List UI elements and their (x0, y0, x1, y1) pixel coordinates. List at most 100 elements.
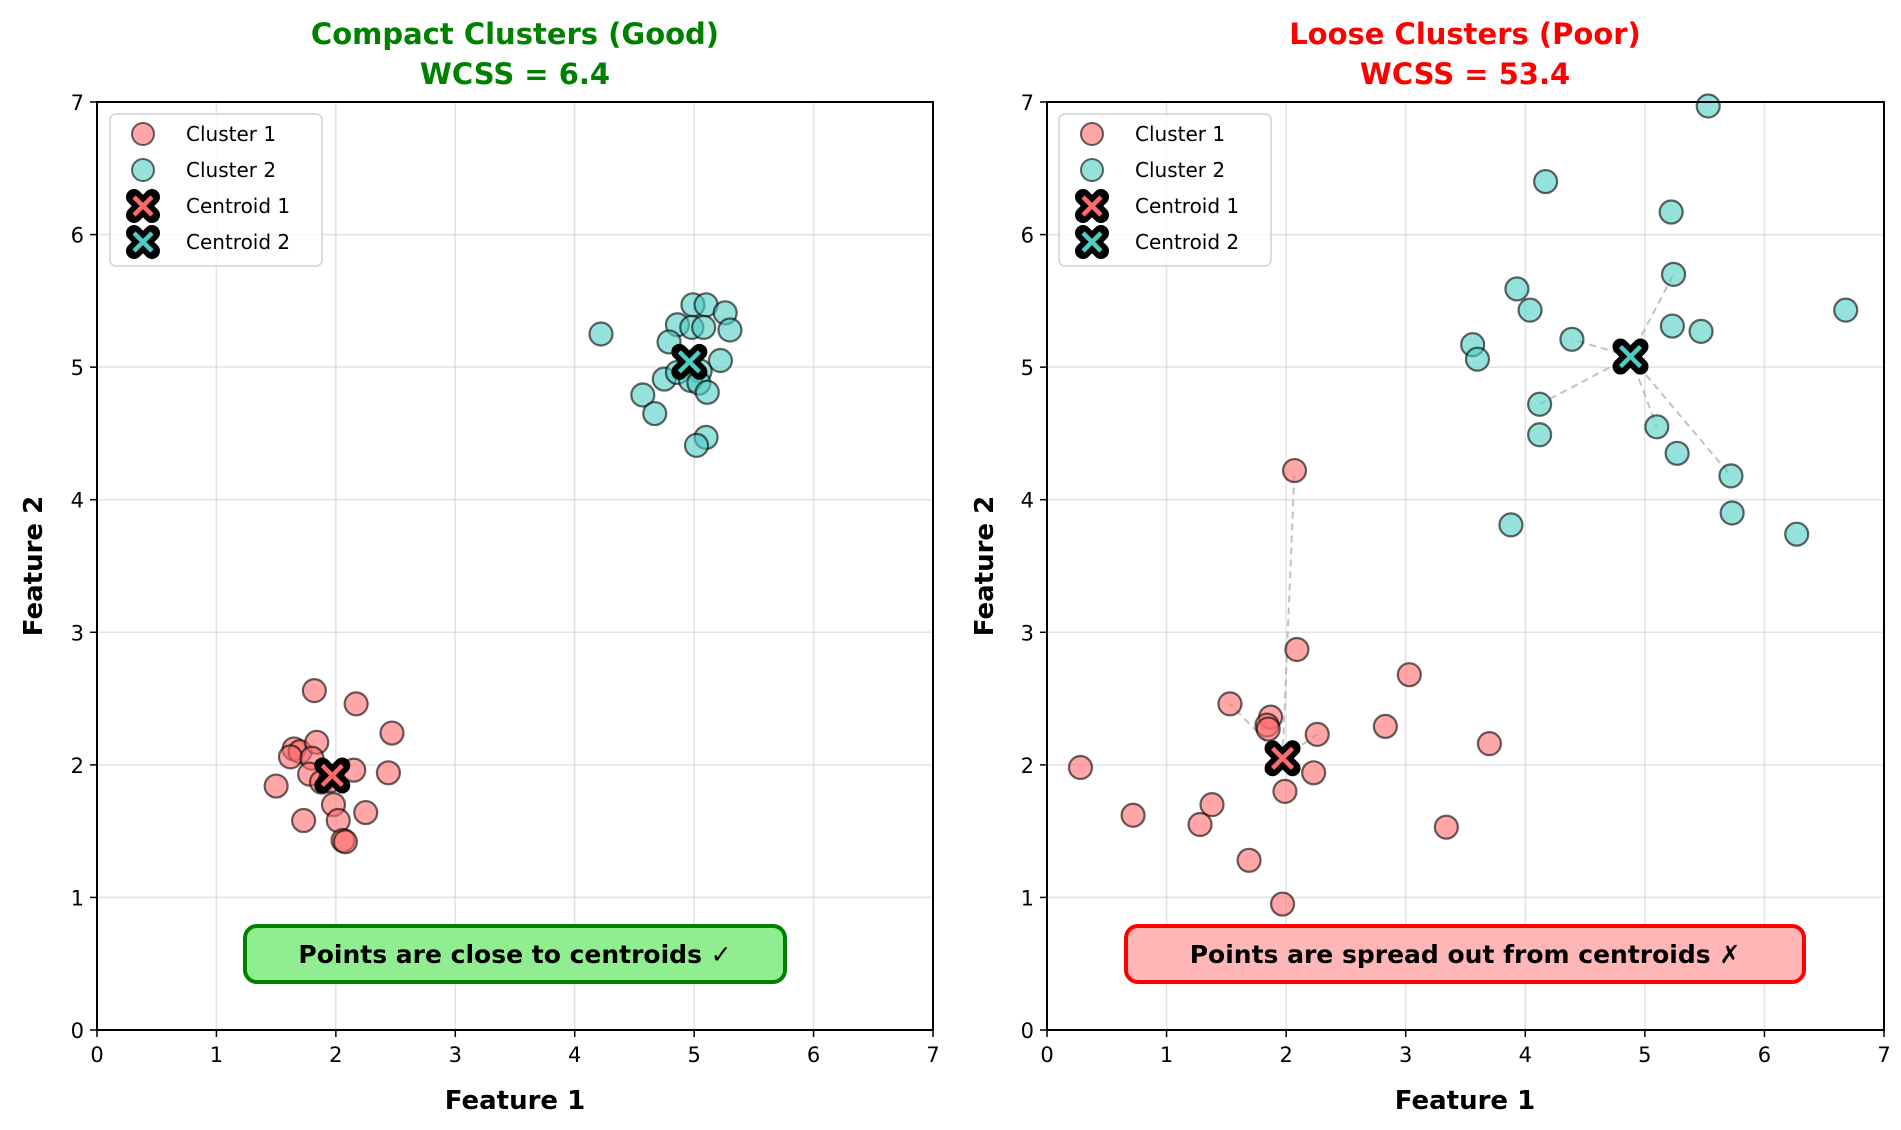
x-tick-label: 5 (1638, 1043, 1651, 1067)
data-point-cluster-2 (1833, 297, 1859, 323)
centroid-inner (1270, 746, 1295, 770)
legend-label-centroid-1: Centroid 1 (186, 194, 290, 218)
data-point-cluster-1 (379, 720, 405, 746)
data-point-cluster-2 (1664, 440, 1690, 466)
data-point-cluster-1 (1187, 811, 1213, 838)
centroid-1-icon (1264, 740, 1301, 777)
x-tick-label: 4 (568, 1043, 581, 1067)
data-point-cluster-2 (642, 400, 668, 427)
legend-box (1058, 113, 1272, 267)
data-point-cluster-2 (1527, 391, 1553, 417)
chart-title-line2: WCSS = 6.4 (420, 57, 610, 91)
y-axis-label: Feature 2 (19, 496, 49, 636)
data-point-cluster-1 (1255, 716, 1281, 742)
x-tick-label: 6 (807, 1043, 820, 1067)
legend-box (109, 113, 323, 267)
data-point-cluster-2 (1784, 521, 1810, 547)
y-tick-label: 6 (1021, 224, 1034, 248)
centroid-legend-icon (126, 225, 160, 259)
x-tick-label: 0 (90, 1043, 103, 1067)
data-point-cluster-1 (1396, 662, 1422, 688)
x-tick-label: 0 (1040, 1043, 1053, 1067)
y-tick-label: 7 (71, 91, 84, 115)
legend-marker-cluster-2 (131, 158, 155, 182)
legend-marker-centroid-1 (1075, 189, 1109, 223)
distance-line (1281, 470, 1296, 759)
x-tick-label: 4 (1519, 1043, 1532, 1067)
legend-label-cluster-1: Cluster 1 (1135, 122, 1225, 146)
data-point-cluster-2 (1464, 346, 1491, 372)
annotation-box: Points are spread out from centroids ✗ (1124, 924, 1806, 984)
legend-marker-cluster-1 (1080, 122, 1104, 146)
y-tick-label: 0 (1021, 1019, 1034, 1043)
data-point-cluster-1 (1272, 778, 1298, 804)
y-tick-label: 0 (71, 1019, 84, 1043)
centroid-inner (132, 195, 154, 217)
legend-marker-centroid-2 (126, 225, 160, 259)
data-point-cluster-1 (375, 760, 402, 786)
data-point-cluster-2 (1559, 326, 1585, 352)
x-tick-label: 1 (210, 1043, 223, 1067)
legend-label-centroid-1: Centroid 1 (1135, 194, 1239, 218)
chart-title-line1: Compact Clusters (Good) (311, 17, 719, 51)
data-point-cluster-2 (691, 314, 717, 340)
legend: Cluster 1 Cluster 2 Centroid 1 Centroid … (109, 113, 323, 267)
data-point-cluster-1 (343, 691, 369, 717)
centroid-legend-icon (1075, 225, 1109, 259)
x-tick-label: 2 (1279, 1043, 1292, 1067)
data-point-cluster-2 (1658, 199, 1684, 225)
data-point-cluster-1 (1284, 636, 1310, 663)
plot-frame (96, 101, 934, 1031)
data-point-cluster-2 (1517, 297, 1543, 323)
data-point-cluster-1 (301, 678, 327, 704)
data-point-cluster-2 (1718, 463, 1744, 489)
centroid-inner (677, 350, 701, 374)
axis-ticks: 0 1 2 3 4 5 6 7 0 1 2 3 4 5 6 7 (71, 91, 940, 1067)
data-point-cluster-1 (277, 744, 304, 770)
data-point-cluster-1 (1372, 713, 1398, 740)
legend-label-centroid-2: Centroid 2 (1135, 230, 1239, 254)
data-point-cluster-1 (263, 773, 289, 799)
centroid-legend-icon (1075, 189, 1109, 223)
x-tick-label: 7 (1877, 1043, 1890, 1067)
grid (96, 101, 934, 1031)
data-point-cluster-2 (707, 347, 734, 374)
legend-label-cluster-2: Cluster 2 (186, 158, 276, 182)
y-tick-label: 4 (71, 489, 84, 513)
scatter-points (1067, 93, 1859, 917)
centroids (1264, 338, 1649, 777)
centroid-inner (320, 763, 344, 788)
panel-loose-clusters: Loose Clusters (Poor) WCSS = 53.4 0 1 2 3 4 5… (970, 17, 1891, 1116)
chart-title-line2: WCSS = 53.4 (1360, 57, 1570, 91)
y-tick-label: 6 (71, 224, 84, 248)
legend-marker-cluster-1 (131, 122, 155, 146)
centroid-inner (1081, 195, 1103, 217)
legend-label-centroid-2: Centroid 2 (186, 230, 290, 254)
centroid-inner (1081, 231, 1103, 253)
legend-marker-centroid-1 (126, 189, 160, 223)
y-tick-label: 2 (1021, 754, 1034, 778)
data-point-cluster-2 (1504, 276, 1530, 302)
y-axis-label: Feature 2 (970, 496, 1000, 636)
legend-label-cluster-2: Cluster 2 (1135, 158, 1225, 182)
chart-title-line1: Loose Clusters (Poor) (1289, 17, 1641, 51)
x-tick-label: 7 (926, 1043, 939, 1067)
centroids (314, 343, 708, 794)
y-tick-label: 1 (71, 886, 84, 910)
annotation-box-background (1124, 924, 1806, 984)
annotation-text: Points are spread out from centroids ✗ (1190, 940, 1741, 969)
data-point-cluster-1 (1281, 457, 1308, 484)
centroid-inner (132, 231, 154, 253)
axis-ticks: 0 1 2 3 4 5 6 7 0 1 2 3 4 5 6 7 (1021, 91, 1891, 1067)
data-point-cluster-1 (353, 799, 379, 826)
x-tick-label: 6 (1758, 1043, 1771, 1067)
data-point-cluster-2 (694, 379, 720, 405)
y-tick-label: 5 (1021, 356, 1034, 380)
data-point-cluster-1 (1301, 760, 1327, 786)
y-tick-label: 3 (1021, 621, 1034, 645)
data-point-cluster-1 (1067, 754, 1094, 781)
data-point-cluster-2 (1688, 318, 1714, 344)
annotation-text: Points are close to centroids ✓ (298, 940, 731, 969)
data-point-cluster-2 (683, 432, 710, 458)
